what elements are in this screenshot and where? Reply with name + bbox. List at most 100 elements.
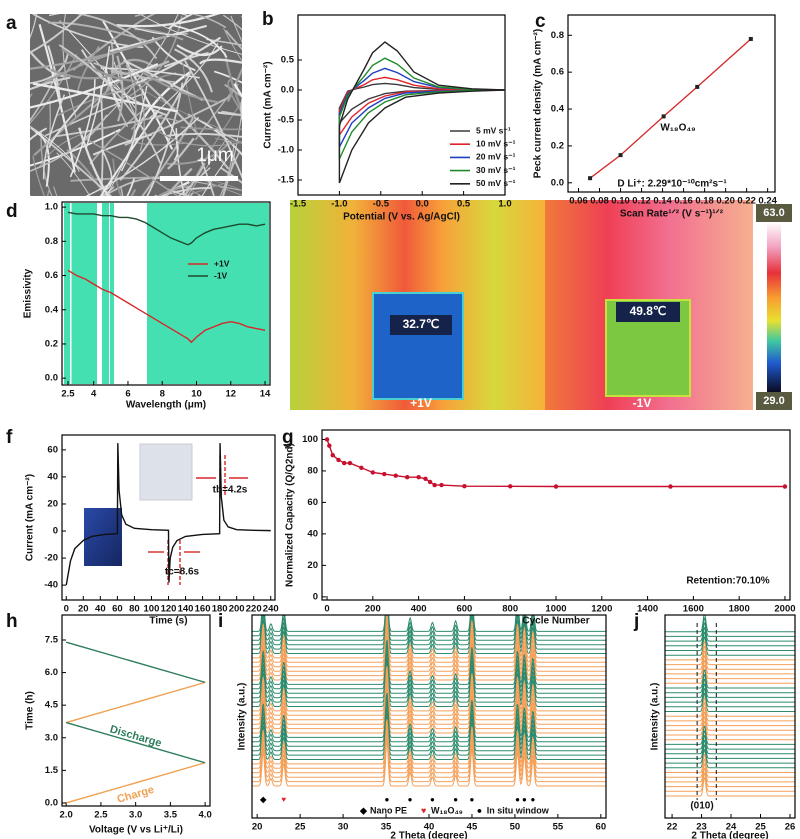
xrd-trace xyxy=(252,617,606,663)
data-point xyxy=(423,476,428,481)
xrd-trace xyxy=(665,711,795,731)
xrd-trace xyxy=(252,679,606,725)
xrd-trace xyxy=(252,657,606,703)
data-point xyxy=(553,484,559,489)
y-tick-label: 40 xyxy=(307,528,318,539)
sem-fiber xyxy=(214,138,242,143)
xrd-trace xyxy=(665,683,795,703)
xrd-trace xyxy=(252,615,606,659)
x-tick-label: 22 xyxy=(667,822,678,833)
sem-fiber xyxy=(240,96,242,122)
x-tick-label: 400 xyxy=(411,604,427,615)
temperature-readout: 49.8℃ xyxy=(630,304,667,318)
colorbar-max: 63.0 xyxy=(763,207,784,219)
y-tick-label: 60 xyxy=(307,497,318,508)
legend-label: 10 mV s⁻¹ xyxy=(476,138,516,148)
x-tick-label: 220 xyxy=(246,604,262,615)
y-tick-label: 3.0 xyxy=(45,732,58,743)
data-point xyxy=(661,114,666,119)
xrd-trace xyxy=(252,728,606,774)
y-tick-label: 0.0 xyxy=(281,85,294,96)
legend-symbol: ◆ xyxy=(359,805,368,815)
sem-fiber xyxy=(164,133,242,138)
sem-fiber xyxy=(33,76,126,157)
sem-fiber xyxy=(157,130,242,147)
y-tick-label: -20 xyxy=(44,553,58,564)
sem-fiber xyxy=(134,14,227,29)
xrd-trace xyxy=(252,683,606,730)
colorbar-min: 29.0 xyxy=(763,395,784,407)
peak-marker: ● xyxy=(384,795,389,804)
x-tick-label: 0.22 xyxy=(737,196,756,207)
xrd-trace xyxy=(665,767,795,788)
x-tick-label: 60 xyxy=(112,604,123,615)
sem-fiber xyxy=(30,14,84,54)
xrd-trace xyxy=(252,736,606,783)
temperature-readout: 32.7℃ xyxy=(403,317,440,331)
x-tick-label: 160 xyxy=(195,604,211,615)
panel-label: d xyxy=(6,201,18,222)
sem-fiber xyxy=(83,137,179,196)
annotation: tc=8.6s xyxy=(165,567,200,578)
sem-fiber xyxy=(112,158,122,196)
x-tick-label: 24 xyxy=(726,822,737,833)
fit-line xyxy=(589,38,752,179)
y-tick-label: 0.4 xyxy=(551,104,565,115)
x-tick-label: 4.0 xyxy=(199,810,212,821)
x-tick-label: 180 xyxy=(212,604,228,615)
y-tick-label: 0 xyxy=(53,526,58,537)
x-tick-label: 10 xyxy=(191,389,202,400)
sem-fiber xyxy=(37,39,158,88)
y-tick-label: 7.5 xyxy=(45,635,59,646)
x-axis-label: 2 Theta (degree) xyxy=(390,831,467,839)
y-tick-label: -1.0 xyxy=(278,145,294,156)
x-tick-label: 3.0 xyxy=(129,810,142,821)
sem-fiber xyxy=(215,128,242,144)
x-tick-label: 0.18 xyxy=(695,196,714,207)
xrd-trace xyxy=(252,615,606,650)
x-tick-label: 0 xyxy=(324,604,329,615)
sem-fiber xyxy=(230,15,242,43)
annotation: (010) xyxy=(690,801,713,812)
x-tick-label: 2.5 xyxy=(61,389,75,400)
data-point xyxy=(330,452,335,458)
sem-fiber xyxy=(146,82,184,196)
data-point xyxy=(370,470,376,475)
xrd-traces xyxy=(252,615,606,787)
panel-label: g xyxy=(282,427,294,448)
data-point xyxy=(462,483,467,489)
x-axis-label: Time (s) xyxy=(149,616,187,627)
annotation: D Li⁺: 2.29*10⁻¹⁰cm²s⁻¹ xyxy=(617,179,727,190)
x-tick-label: 0.20 xyxy=(716,196,735,207)
plot-frame xyxy=(567,14,776,193)
sem-fiber xyxy=(76,45,100,93)
data-line xyxy=(67,211,266,246)
xrd-trace xyxy=(665,673,795,694)
x-tick-label: 2.0 xyxy=(60,810,73,821)
sem-fiber xyxy=(72,14,156,71)
sem-fiber xyxy=(223,114,242,196)
x-tick-label: 20 xyxy=(252,822,263,833)
y-tick-label: 60 xyxy=(47,444,58,455)
y-tick-label: 100 xyxy=(302,434,318,445)
x-tick-label: 0.10 xyxy=(611,196,630,207)
x-axis-label: Voltage (V vs Li⁺/Li) xyxy=(89,825,183,836)
data-point xyxy=(404,475,410,480)
x-tick-label: 120 xyxy=(161,604,177,615)
xrd-trace xyxy=(665,706,795,727)
xrd-trace xyxy=(252,622,606,668)
panel-label: c xyxy=(535,11,546,32)
x-tick-label: 20 xyxy=(78,604,89,615)
y-tick-label: 20 xyxy=(307,560,318,571)
y-tick-label: 0.0 xyxy=(551,177,564,188)
x-tick-label: 2.5 xyxy=(94,810,108,821)
x-tick-label: 50 xyxy=(510,822,521,833)
sem-fiber xyxy=(199,58,242,65)
x-axis-label: Scan Rate¹ᐟ² (V s⁻¹)¹ᐟ² xyxy=(620,209,724,220)
y-tick-label: 0.0 xyxy=(45,797,58,808)
y-tick-label: 40 xyxy=(47,471,58,482)
y-tick-label: 80 xyxy=(307,465,318,476)
sem-fiber xyxy=(223,28,242,62)
data-point xyxy=(382,471,387,477)
y-tick-label: 1.5 xyxy=(45,765,59,776)
